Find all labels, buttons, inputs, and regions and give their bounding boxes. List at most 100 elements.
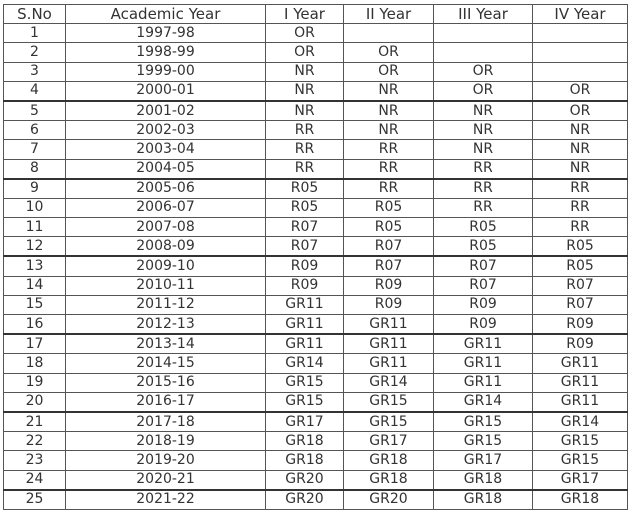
cell-ii-year: NR (343, 80, 434, 102)
table-row: 16 2012-13 GR11 GR11 R09 R09 (3, 314, 628, 335)
cell-i-year: GR18 (265, 431, 344, 452)
cell-ii-year: GR15 (343, 410, 434, 433)
cell-sno: 22 (3, 431, 66, 452)
cell-iv-year: OR (532, 80, 628, 102)
cell-iv-year: R07 (532, 275, 628, 296)
cell-iv-year: R05 (532, 255, 628, 277)
cell-iv-year: RR (532, 197, 628, 219)
cell-i-year: OR (265, 42, 344, 63)
cell-sno: 8 (3, 158, 66, 180)
header-iv-year: IV Year (532, 3, 628, 25)
table-row: 22 2018-19 GR18 GR17 GR15 GR15 (3, 431, 628, 452)
cell-ii-year: OR (343, 61, 434, 82)
cell-ii-year: GR11 (343, 314, 434, 335)
cell-academic-year: 2000-01 (65, 80, 266, 102)
cell-academic-year: 2016-17 (65, 391, 266, 413)
table-row: 10 2006-07 R05 R05 RR RR (3, 197, 628, 219)
table-row: 8 2004-05 RR RR RR NR (3, 158, 628, 180)
cell-iii-year: GR15 (433, 431, 533, 452)
cell-ii-year: GR11 (343, 333, 434, 355)
cell-sno: 23 (3, 450, 66, 471)
header-sno: S.No (3, 3, 66, 25)
table-row: 13 2009-10 R09 R07 R07 R05 (3, 255, 628, 277)
cell-academic-year: 2003-04 (65, 139, 266, 160)
cell-ii-year: GR11 (343, 353, 434, 374)
cell-sno: 4 (3, 80, 66, 102)
cell-i-year: RR (265, 120, 344, 141)
cell-iv-year: GR11 (532, 391, 628, 413)
table-row: 19 2015-16 GR15 GR14 GR11 GR11 (3, 372, 628, 393)
cell-iii-year: GR14 (433, 391, 533, 413)
cell-iv-year: R05 (532, 236, 628, 257)
table-row: 18 2014-15 GR14 GR11 GR11 GR11 (3, 353, 628, 374)
cell-iv-year: RR (532, 217, 628, 238)
cell-sno: 2 (3, 42, 66, 63)
cell-iii-year: OR (433, 61, 533, 82)
cell-iv-year (532, 23, 628, 44)
cell-iii-year: RR (433, 197, 533, 219)
cell-ii-year: RR (343, 158, 434, 180)
table-body: 1 1997-98 OR 2 1998-99 OR OR 3 1999-00 NR OR OR 4 200… (3, 23, 628, 510)
cell-sno: 1 (3, 23, 66, 44)
cell-academic-year: 2014-15 (65, 353, 266, 374)
cell-iv-year: R07 (532, 294, 628, 316)
cell-iii-year: GR17 (433, 450, 533, 471)
cell-iii-year: GR11 (433, 372, 533, 393)
cell-iii-year (433, 23, 533, 44)
cell-iii-year: GR15 (433, 410, 533, 433)
table-header: S.No Academic Year I Year II Year III Ye… (3, 3, 628, 25)
table-row: 12 2008-09 R07 R07 R05 R05 (3, 236, 628, 257)
cell-academic-year: 2011-12 (65, 294, 266, 316)
cell-ii-year: GR14 (343, 372, 434, 393)
cell-i-year: NR (265, 80, 344, 102)
cell-i-year: GR15 (265, 372, 344, 393)
cell-sno: 6 (3, 120, 66, 141)
cell-academic-year: 1997-98 (65, 23, 266, 44)
cell-academic-year: 2019-20 (65, 450, 266, 471)
table-row: 25 2021-22 GR20 GR20 GR18 GR18 (3, 488, 628, 510)
table-row: 11 2007-08 R07 R05 R05 RR (3, 217, 628, 238)
cell-iv-year (532, 42, 628, 63)
cell-iii-year: NR (433, 120, 533, 141)
cell-iii-year: RR (433, 177, 533, 199)
cell-ii-year: R05 (343, 217, 434, 238)
cell-iii-year: R07 (433, 275, 533, 296)
table-row: 20 2016-17 GR15 GR15 GR14 GR11 (3, 391, 628, 413)
cell-i-year: NR (265, 61, 344, 82)
cell-sno: 20 (3, 391, 66, 413)
cell-academic-year: 2015-16 (65, 372, 266, 393)
cell-sno: 19 (3, 372, 66, 393)
cell-academic-year: 2010-11 (65, 275, 266, 296)
cell-iii-year: GR11 (433, 333, 533, 355)
cell-ii-year: R09 (343, 294, 434, 316)
table-row: 2 1998-99 OR OR (3, 42, 628, 63)
cell-iv-year: GR18 (532, 488, 628, 510)
cell-i-year: R05 (265, 177, 344, 199)
cell-i-year: GR18 (265, 450, 344, 471)
cell-sno: 10 (3, 197, 66, 219)
cell-ii-year: GR18 (343, 450, 434, 471)
cell-iii-year: R05 (433, 217, 533, 238)
table-row: 3 1999-00 NR OR OR (3, 61, 628, 82)
cell-i-year: GR17 (265, 410, 344, 433)
cell-ii-year: R09 (343, 275, 434, 296)
cell-ii-year: GR18 (343, 469, 434, 491)
cell-iii-year: R09 (433, 294, 533, 316)
header-academic-year: Academic Year (65, 3, 266, 25)
table-row: 17 2013-14 GR11 GR11 GR11 R09 (3, 333, 628, 355)
cell-sno: 11 (3, 217, 66, 238)
table-row: 5 2001-02 NR NR NR OR (3, 99, 628, 122)
cell-ii-year: NR (343, 99, 434, 122)
cell-iv-year: OR (532, 99, 628, 122)
cell-iv-year: GR15 (532, 431, 628, 452)
cell-sno: 7 (3, 139, 66, 160)
table-row: 7 2003-04 RR RR NR NR (3, 139, 628, 160)
cell-sno: 9 (3, 177, 66, 199)
cell-ii-year: OR (343, 42, 434, 63)
cell-iii-year: GR11 (433, 353, 533, 374)
cell-iv-year: RR (532, 177, 628, 199)
cell-iii-year: R07 (433, 255, 533, 277)
cell-iv-year (532, 61, 628, 82)
cell-sno: 15 (3, 294, 66, 316)
cell-iii-year: OR (433, 80, 533, 102)
